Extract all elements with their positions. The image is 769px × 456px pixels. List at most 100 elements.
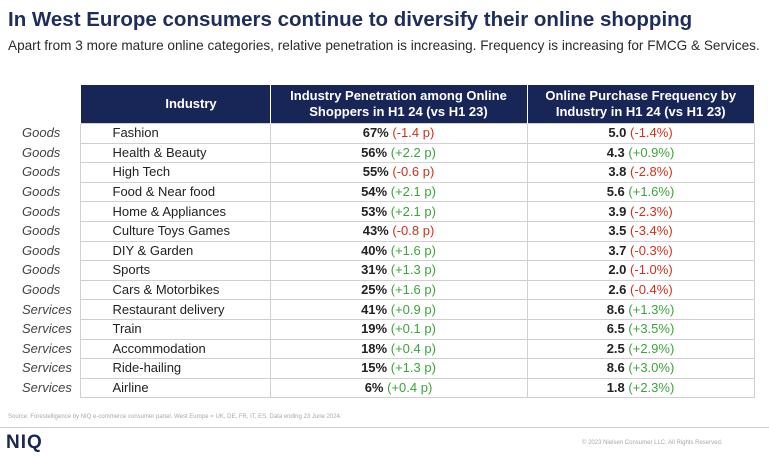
frequency-change: (-0.3%) [630,242,673,258]
penetration-change: (+1.6 p) [390,282,436,298]
penetration-value: 25% [361,282,388,298]
category-cell: Goods [22,282,61,298]
penetration-change: (+2.1 p) [390,203,436,219]
industry-cell: Cars & Motorbikes [79,279,271,301]
frequency-header: Online Purchase Frequency by Industry in… [526,85,754,124]
frequency-cell: 3.8 (-2.8%) [526,162,755,183]
table-row: Goods Health & Beauty 56% (+2.2 p) 4.3 (+0.… [0,142,755,164]
frequency-change: (+0.9%) [628,144,675,160]
penetration-change: (-0.8 p) [392,223,435,239]
penetration-header: Industry Penetration among Online Shoppe… [269,85,527,124]
penetration-value: 67% [362,125,389,141]
table-row: Services Train 19% (+0.1 p) 6.5 (+3.5%) [0,318,755,340]
industry-cell: Food & Near food [79,181,271,203]
penetration-value: 31% [361,262,388,278]
table-row: Goods Cars & Motorbikes 25% (+1.6 p) 2.6 (-… [0,279,755,301]
frequency-value: 8.6 [606,301,625,317]
table-row: Goods DIY & Garden 40% (+1.6 p) 3.7 (-0.3%) [0,240,755,262]
penetration-cell: 55% (-0.6 p) [269,162,528,183]
frequency-value: 3.8 [608,164,627,180]
category-cell: Goods [22,203,61,219]
industry-cell: Culture Toys Games [79,220,271,242]
source-note: Source: Forestelligence by NIQ e-commerc… [8,414,342,420]
frequency-value: 5.0 [608,125,627,141]
frequency-cell: 3.5 (-3.4%) [526,220,755,242]
category-cell: Goods [22,184,61,200]
frequency-cell: 8.6 (+3.0%) [526,358,755,379]
penetration-value: 19% [361,321,388,337]
category-cell: Goods [22,164,61,180]
frequency-change: (-1.0%) [630,262,673,278]
industry-header: Industry [79,85,270,124]
table-row: Services Airline 6% (+0.4 p) 1.8 (+2.3%) [0,377,755,399]
penetration-value: 40% [361,242,388,258]
penetration-cell: 41% (+0.9 p) [269,299,528,320]
penetration-cell: 56% (+2.2 p) [269,142,528,164]
penetration-change: (+1.3 p) [390,360,436,376]
category-cell: Goods [22,125,61,141]
penetration-value: 54% [361,184,388,200]
penetration-value: 41% [361,301,388,317]
penetration-cell: 6% (+0.4 p) [269,377,528,399]
frequency-cell: 2.5 (+2.9%) [526,338,755,360]
frequency-cell: 8.6 (+1.3%) [526,299,755,320]
category-cell: Goods [22,144,61,160]
penetration-value: 56% [361,144,388,160]
penetration-cell: 40% (+1.6 p) [269,240,528,262]
frequency-value: 4.3 [606,144,625,160]
frequency-value: 8.6 [606,360,625,376]
industry-cell: Health & Beauty [79,142,271,164]
frequency-cell: 5.6 (+1.6%) [526,181,755,203]
frequency-cell: 4.3 (+0.9%) [526,142,755,164]
frequency-value: 1.8 [606,380,625,396]
table-row: Services Ride-hailing 15% (+1.3 p) 8.6 (+3.… [0,358,755,379]
penetration-cell: 15% (+1.3 p) [269,358,528,379]
frequency-value: 2.6 [608,282,627,298]
copyright-note: © 2023 Nielsen Consumer LLC. All Rights … [582,440,723,446]
page-title: In West Europe consumers continue to div… [8,8,693,31]
penetration-change: (-0.6 p) [392,164,435,180]
penetration-change: (+2.2 p) [390,144,436,160]
category-cell: Services [22,340,72,356]
frequency-cell: 2.0 (-1.0%) [526,260,755,281]
category-cell: Goods [22,242,61,258]
penetration-change: (+0.4 p) [387,380,433,396]
industry-cell: Airline [79,377,271,399]
frequency-value: 2.0 [608,262,627,278]
table-row: Goods Home & Appliances 53% (+2.1 p) 3.9 (-… [0,201,755,222]
industry-cell: Sports [79,260,271,281]
frequency-change: (+3.0%) [628,360,675,376]
industry-cell: Ride-hailing [79,358,271,379]
penetration-value: 53% [361,203,388,219]
table-row: Goods Fashion 67% (-1.4 p) 5.0 (-1.4%) [0,123,755,144]
frequency-cell: 3.7 (-0.3%) [526,240,755,262]
frequency-value: 3.9 [608,203,627,219]
frequency-cell: 5.0 (-1.4%) [526,123,755,144]
footer-divider [0,427,769,428]
frequency-cell: 1.8 (+2.3%) [526,377,755,399]
category-cell: Services [22,301,72,317]
frequency-change: (-2.3%) [630,203,673,219]
frequency-change: (-0.4%) [630,282,673,298]
penetration-change: (+0.4 p) [390,340,436,356]
penetration-cell: 19% (+0.1 p) [269,318,528,340]
frequency-value: 3.7 [608,242,627,258]
table-row: Goods Food & Near food 54% (+2.1 p) 5.6 (+1… [0,181,755,203]
penetration-cell: 43% (-0.8 p) [269,220,528,242]
category-cell: Services [22,360,72,376]
industry-cell: DIY & Garden [79,240,271,262]
penetration-cell: 67% (-1.4 p) [269,123,528,144]
penetration-value: 6% [364,380,384,396]
frequency-change: (+3.5%) [628,321,675,337]
penetration-change: (+0.1 p) [390,321,436,337]
category-header [0,85,80,124]
penetration-value: 55% [362,164,389,180]
penetration-cell: 18% (+0.4 p) [269,338,528,360]
table-row: Goods Culture Toys Games 43% (-0.8 p) 3.5 (… [0,220,755,242]
penetration-change: (+1.6 p) [390,242,436,258]
industry-cell: Restaurant delivery [79,299,271,320]
penetration-change: (+0.9 p) [390,301,436,317]
table-row: Goods Sports 31% (+1.3 p) 2.0 (-1.0%) [0,260,755,281]
frequency-cell: 2.6 (-0.4%) [526,279,755,301]
penetration-change: (-1.4 p) [392,125,435,141]
